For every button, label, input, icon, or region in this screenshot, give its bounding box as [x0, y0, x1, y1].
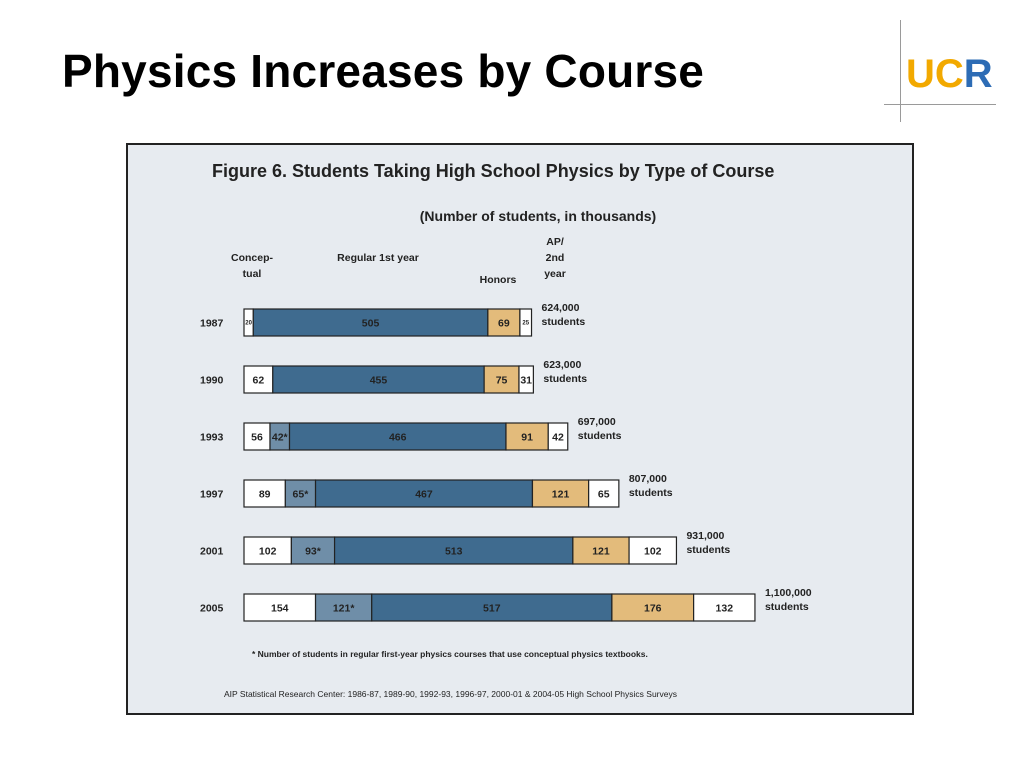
- bar-segment-conceptual: [243, 536, 292, 565]
- bar-value-label: 455: [370, 374, 388, 386]
- bar-value-label: 154: [271, 602, 289, 614]
- column-header: 2nd: [546, 252, 565, 264]
- bar-value-label: 65: [598, 488, 610, 500]
- stacked-bar-chart: Figure 6. Students Taking High School Ph…: [200, 161, 812, 699]
- bar-segment-ap: [547, 422, 569, 451]
- bar-value-label: 31: [520, 374, 532, 386]
- bar-value-label: 69: [498, 317, 510, 329]
- bar-segment-regular: [371, 593, 613, 622]
- bar-value-label: 121: [592, 545, 610, 557]
- bar-value-label: 102: [259, 545, 277, 557]
- logo-letter-r: R: [963, 52, 993, 96]
- bar-segment-honors: [483, 365, 520, 394]
- total-label: 624,000: [542, 302, 580, 314]
- total-label: students: [686, 544, 730, 556]
- bar-segment-ap: [518, 365, 534, 394]
- total-label: students: [542, 316, 586, 328]
- footnote: * Number of students in regular first-ye…: [252, 649, 648, 659]
- bar-value-label: 89: [259, 488, 271, 500]
- column-header: Regular 1st year: [337, 252, 419, 264]
- total-label: 1,100,000: [765, 587, 812, 599]
- bar-value-label: 93*: [305, 545, 322, 557]
- logo-divider-vertical: [900, 20, 901, 122]
- year-label: 2005: [200, 603, 224, 615]
- column-headers: Concep-tual Regular 1st year Honors AP/2nd y…: [231, 236, 566, 286]
- bar-value-label: 56: [251, 431, 263, 443]
- bar-segment-ap: [693, 593, 756, 622]
- logo-divider-horizontal: [884, 104, 996, 105]
- bar-segment-honors: [572, 536, 630, 565]
- bar-value-label: 75: [496, 374, 508, 386]
- logo-letter-u: U: [906, 52, 935, 96]
- year-label: 1990: [200, 375, 224, 387]
- bar-value-label: 62: [253, 374, 265, 386]
- bar-segment-conceptual: [243, 593, 317, 622]
- year-label: 1993: [200, 432, 224, 444]
- bar-segment-honors: [611, 593, 695, 622]
- bar-segment-regular: [272, 365, 485, 394]
- bar-segment-honors: [531, 479, 590, 508]
- ucr-logo: UCR: [884, 20, 996, 124]
- bar-value-label: 466: [389, 431, 407, 443]
- ucr-logo-mark: UCR: [906, 54, 993, 94]
- bar-segment-ap: [519, 308, 533, 337]
- total-label: 807,000: [629, 473, 667, 485]
- column-header: year: [544, 268, 566, 280]
- logo-letter-c: C: [934, 52, 964, 96]
- bar-value-label: 42*: [272, 431, 289, 443]
- total-label: students: [543, 373, 587, 385]
- bar-value-label: 20: [245, 321, 252, 327]
- total-label: students: [629, 487, 673, 499]
- bar-segment-regular_conceptual_text: [284, 479, 317, 508]
- column-header: Honors: [480, 274, 517, 286]
- bar-value-label: 121*: [333, 602, 356, 614]
- bar-segment-conceptual: [243, 422, 271, 451]
- bar-segment-regular_conceptual_text: [290, 536, 336, 565]
- bar-value-label: 65*: [293, 488, 310, 500]
- year-label: 1987: [200, 318, 224, 330]
- slide-title: Physics Increases by Course: [62, 45, 705, 97]
- source-note: AIP Statistical Research Center: 1986-87…: [224, 689, 677, 699]
- bar-segment-regular: [314, 479, 534, 508]
- bar-value-label: 25: [522, 321, 529, 327]
- bar-value-label: 91: [521, 431, 533, 443]
- bar-rows: 1987 20 505 69 25 624,000 students 1990 62 455 75 3…: [200, 302, 812, 622]
- bar-segment-honors: [487, 308, 521, 337]
- bar-value-label: 513: [445, 545, 463, 557]
- column-header: Concep-: [231, 252, 274, 264]
- figure-panel: Figure 6. Students Taking High School Ph…: [126, 143, 914, 715]
- bar-value-label: 132: [716, 602, 734, 614]
- bar-value-label: 517: [483, 602, 501, 614]
- bar-value-label: 42: [552, 431, 564, 443]
- column-header: tual: [243, 268, 262, 280]
- column-header: AP/: [546, 236, 564, 248]
- total-label: students: [765, 601, 809, 613]
- bar-value-label: 121: [552, 488, 570, 500]
- bar-value-label: 176: [644, 602, 662, 614]
- total-label: students: [578, 430, 622, 442]
- year-label: 1997: [200, 489, 224, 501]
- total-label: 623,000: [543, 359, 581, 371]
- chart-subtitle: (Number of students, in thousands): [420, 208, 656, 224]
- bar-value-label: 505: [362, 317, 380, 329]
- bar-segment-honors: [505, 422, 549, 451]
- year-label: 2001: [200, 546, 224, 558]
- bar-value-label: 102: [644, 545, 662, 557]
- total-label: 697,000: [578, 416, 616, 428]
- bar-value-label: 467: [415, 488, 433, 500]
- chart-title: Figure 6. Students Taking High School Ph…: [212, 161, 774, 181]
- bar-segment-conceptual: [243, 365, 274, 394]
- bar-segment-ap: [628, 536, 678, 565]
- bar-segment-regular: [333, 536, 574, 565]
- bar-segment-ap: [588, 479, 620, 508]
- total-label: 931,000: [686, 530, 724, 542]
